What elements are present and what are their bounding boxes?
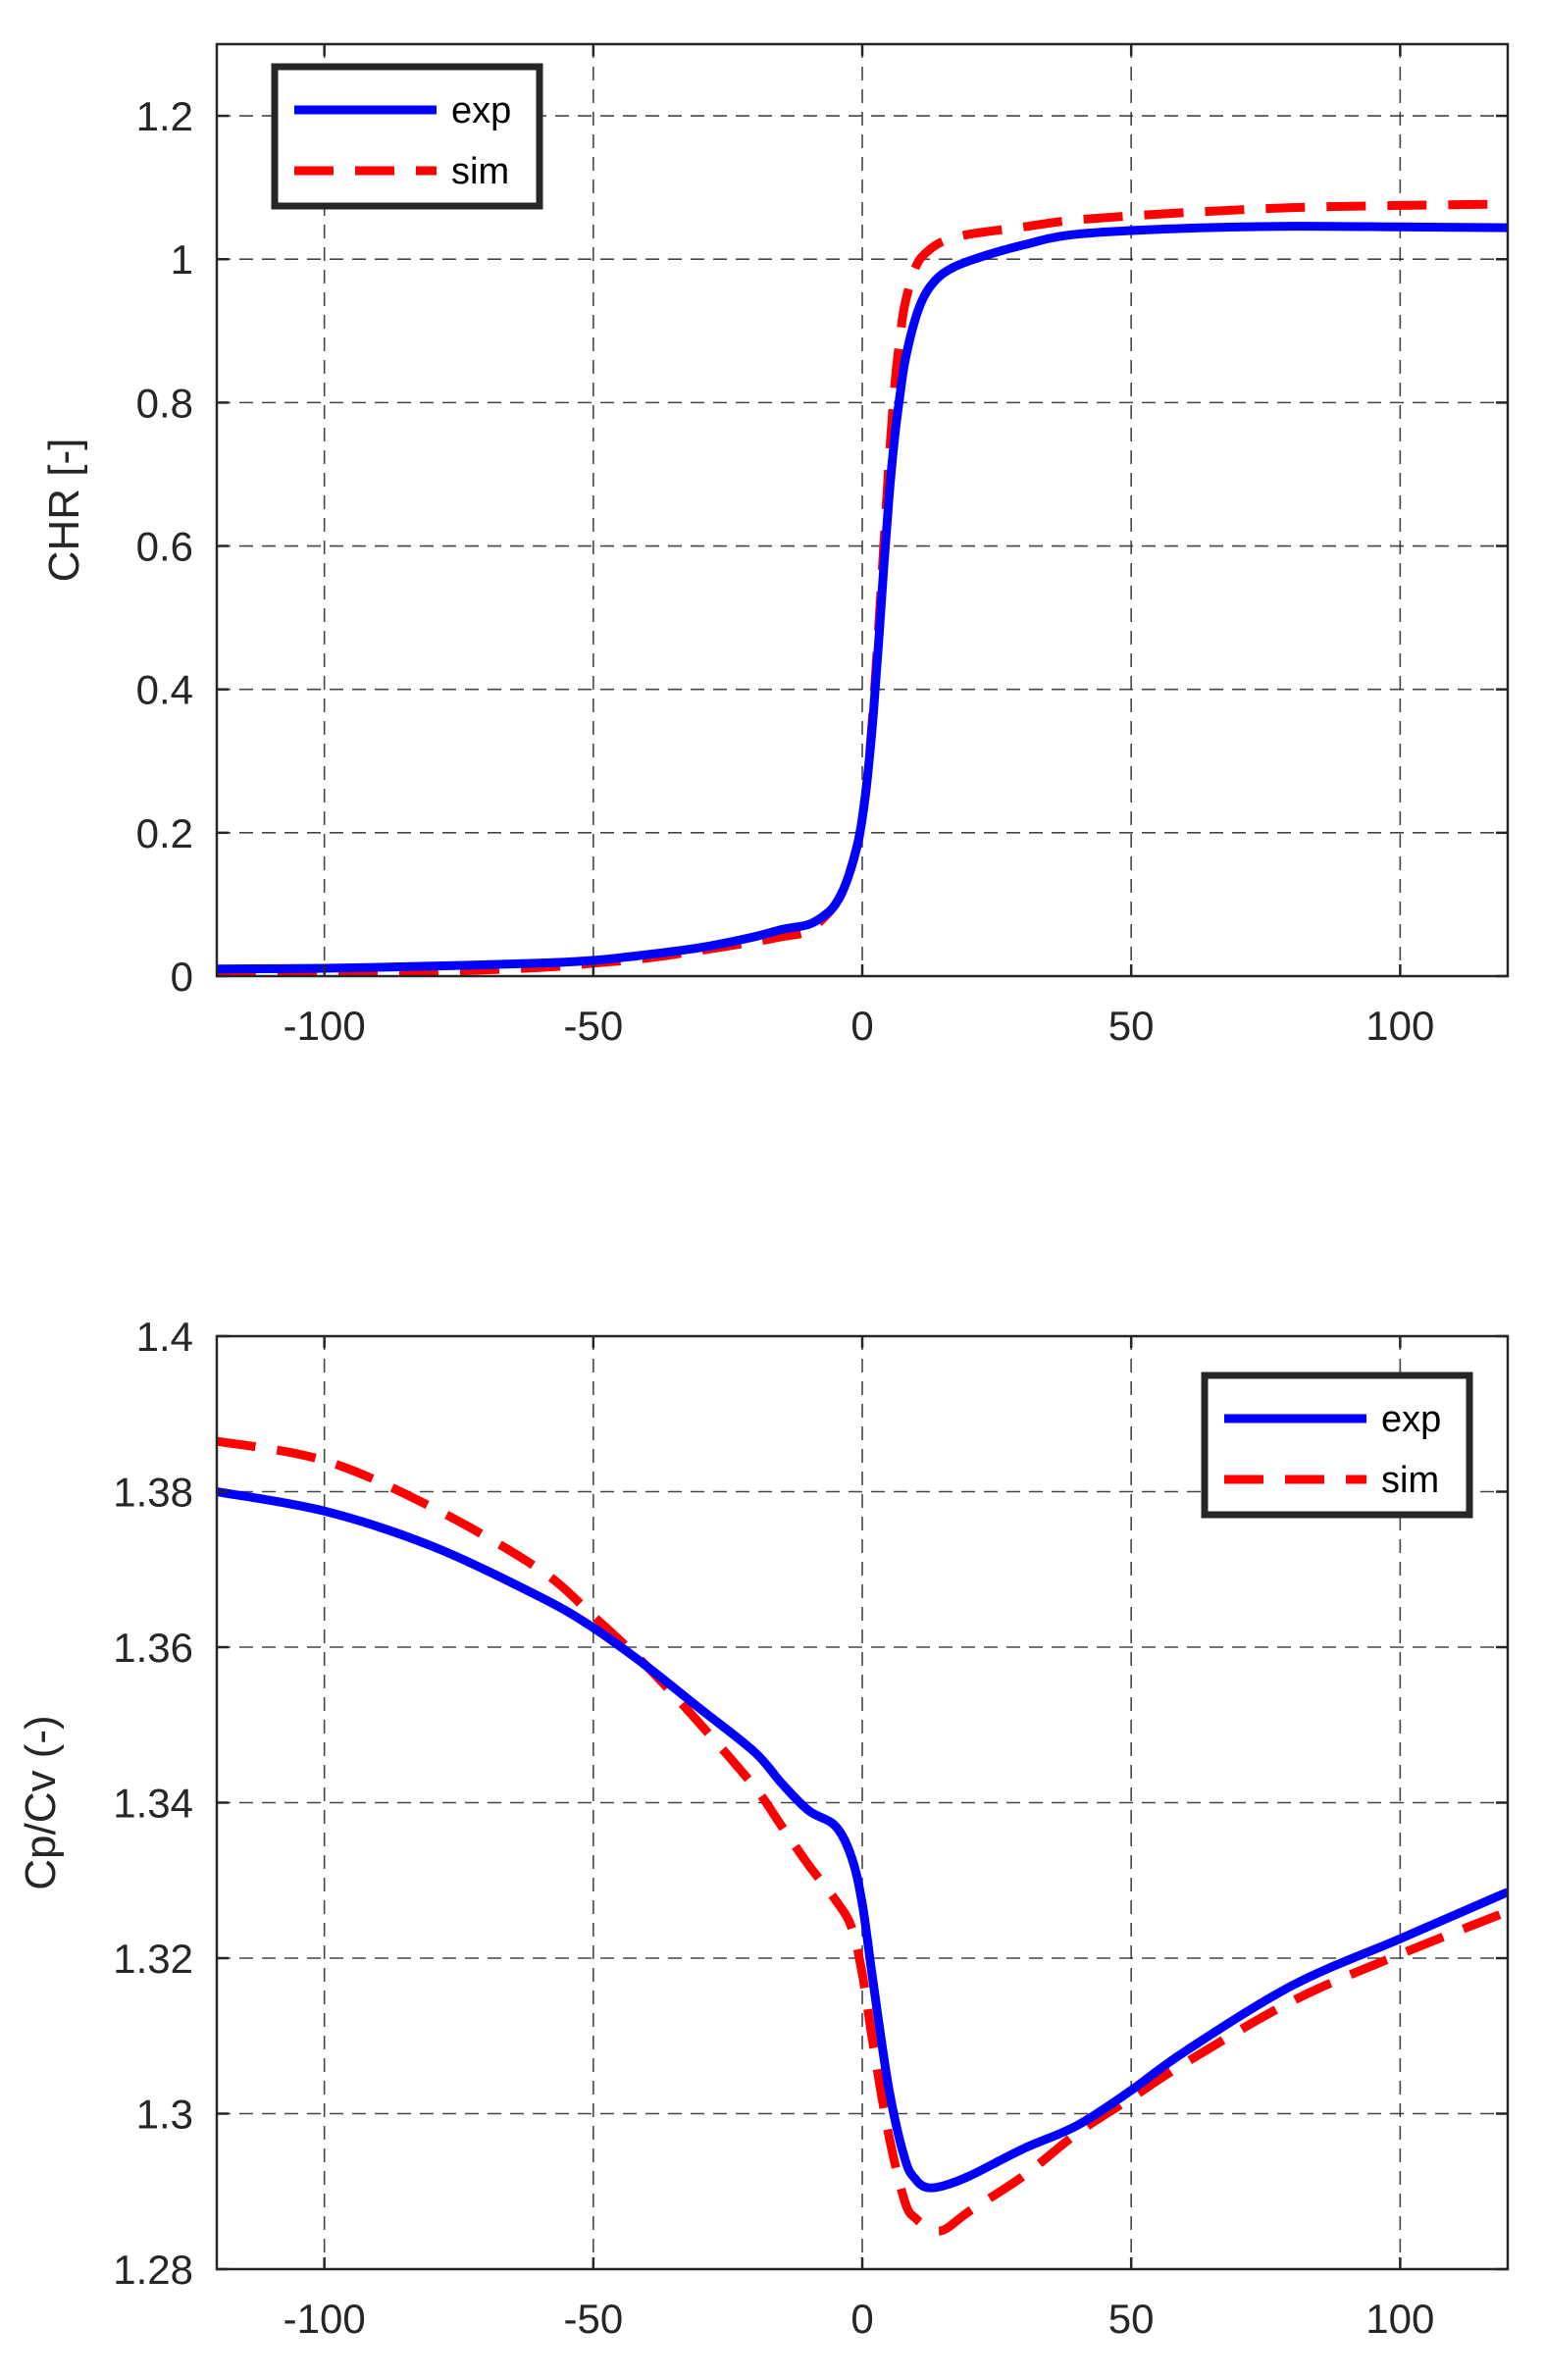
- x-tick-label: -50: [563, 1003, 623, 1049]
- x-tick-label: 100: [1365, 1003, 1434, 1049]
- legend-box: [271, 63, 543, 210]
- y-tick-label: 1: [171, 236, 193, 283]
- legend: exp sim: [1201, 1371, 1473, 1519]
- y-tick-label: 0.4: [136, 667, 193, 713]
- y-tick-label: 1.2: [136, 93, 193, 139]
- legend-label-sim: sim: [1381, 1460, 1439, 1501]
- y-tick-label: 1.4: [136, 1314, 193, 1360]
- y-tick-label: 1.32: [113, 1936, 193, 1982]
- series-group: [217, 199, 1508, 976]
- series-line-sim: [217, 1436, 1508, 2236]
- x-tick-label: 50: [1108, 1003, 1155, 1049]
- y-tick-label: 1.36: [113, 1625, 193, 1671]
- x-tick-label: -100: [283, 2296, 366, 2342]
- series-group: [217, 1436, 1508, 2236]
- legend: exp sim: [271, 63, 543, 210]
- x-tick-label: -50: [563, 2296, 623, 2342]
- y-tick-label: 1.34: [113, 1781, 193, 1827]
- series-line-exp: [217, 1487, 1508, 2193]
- x-tick-label: 0: [850, 2296, 873, 2342]
- x-tick-label: 100: [1365, 2296, 1434, 2342]
- y-tick-label: 0.2: [136, 810, 193, 856]
- legend-box: [1201, 1371, 1473, 1519]
- y-tick-label: 1.3: [136, 2092, 193, 2138]
- y-tick-label: 1.38: [113, 1470, 193, 1516]
- legend-label-sim: sim: [451, 151, 509, 192]
- y-tick-label: 0: [171, 954, 193, 1000]
- y-axis-label: CHR [-]: [40, 439, 88, 583]
- y-tick-label: 0.6: [136, 524, 193, 570]
- legend-label-exp: exp: [1381, 1399, 1441, 1440]
- x-tick-label: 50: [1108, 2296, 1155, 2342]
- chr-chart: -100 -50 0 50 100 0 0.2 0.4 0.6 0.8 1 1.2 CHR [-] exp…: [40, 42, 1510, 1049]
- legend-label-exp: exp: [451, 90, 511, 131]
- y-axis-label: Cp/Cv (-): [17, 1715, 65, 1889]
- x-tick-label: -100: [283, 1003, 366, 1049]
- series-line-exp: [217, 222, 1508, 974]
- y-tick-label: 0.8: [136, 380, 193, 426]
- cp-cv-chart: -100 -50 0 50 100 1.28 1.3 1.32 1.34 1.36 1.38 1.4 C…: [17, 1314, 1510, 2342]
- x-tick-label: 0: [850, 1003, 873, 1049]
- y-tick-label: 1.28: [113, 2247, 193, 2293]
